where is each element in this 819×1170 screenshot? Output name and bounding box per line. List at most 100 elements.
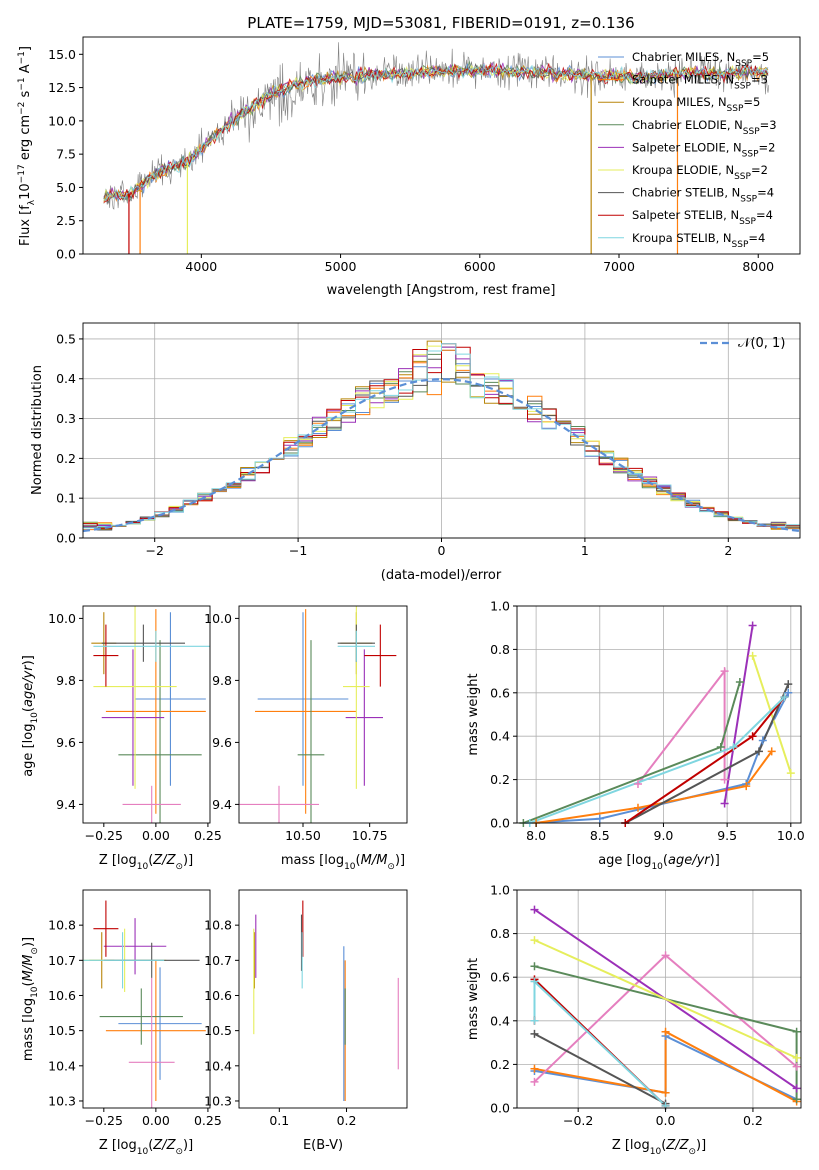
label-part: λ — [27, 199, 37, 205]
label-part: 10 — [30, 712, 40, 724]
weight-marker — [748, 732, 757, 741]
label-part: )] — [21, 937, 36, 947]
label-part: 10 — [650, 1147, 662, 1157]
y-tick-label: 0.0 — [490, 816, 510, 831]
weight-marker — [786, 769, 795, 778]
weight_vs_age-axes — [517, 605, 801, 824]
x-tick-label: 4000 — [185, 259, 217, 274]
weight-series-line — [534, 1030, 798, 1103]
weight-marker — [735, 677, 744, 686]
age_vs_mass-plot — [239, 606, 397, 823]
x-axis-label: Z [log10(Z/Z⊙)] — [99, 1138, 193, 1157]
y-tick-label: 0.2 — [490, 772, 510, 787]
label-part: 10 — [30, 986, 40, 998]
weight-marker — [792, 1053, 801, 1062]
weight-marker — [754, 747, 763, 756]
y-tick-label: 10.0 — [48, 113, 76, 128]
x-tick-label: 0.0 — [656, 1113, 676, 1128]
label-part: M/M — [361, 853, 388, 868]
label-part: =4 — [756, 208, 773, 222]
weight-marker — [792, 1027, 801, 1036]
weight-marker — [720, 775, 729, 784]
y-tick-label: 0.2 — [490, 1057, 510, 1072]
x-tick-label: −0.25 — [85, 828, 123, 843]
legend-entry: Salpeter STELIB, NSSP=4 — [632, 208, 773, 227]
weight-marker — [720, 799, 729, 808]
label-part: ⊙ — [175, 1147, 183, 1157]
model-spectrum-line — [103, 63, 769, 205]
weight-series-line — [535, 750, 773, 823]
y-tick-label: 10.0 — [48, 611, 76, 626]
label-part: )] — [710, 853, 720, 868]
weight_vs_age-plot — [523, 625, 792, 823]
y-tick-label: 0.3 — [56, 411, 76, 426]
x-tick-label: −0.2 — [563, 1113, 593, 1128]
label-part: s — [18, 90, 33, 101]
weight-marker — [530, 905, 539, 914]
x-tick-label: 9.0 — [654, 828, 674, 843]
y-tick-label: 0.8 — [490, 642, 510, 657]
label-part: −2 — [17, 102, 27, 115]
x-tick-label: 8.0 — [526, 828, 546, 843]
weight-marker — [792, 1062, 801, 1071]
weight-marker — [716, 743, 725, 752]
x-axis-label: Z [log10(Z/Z⊙)] — [612, 1138, 706, 1157]
x-axis-label: (data-model)/error — [381, 568, 502, 583]
weight-marker — [595, 814, 604, 823]
x-tick-label: 0.1 — [269, 1113, 289, 1128]
label-part: =3 — [760, 118, 777, 132]
label-part: ( — [356, 853, 361, 868]
label-part: Flux [f — [18, 205, 33, 246]
label-part: ⊙ — [387, 862, 395, 872]
y-tick-label: 0.0 — [56, 247, 76, 262]
weight-series-line — [751, 655, 792, 774]
y-tick-label: 10.4 — [48, 1058, 76, 1073]
label-part: Z [log — [99, 1138, 137, 1153]
y-tick-label: 0.2 — [56, 451, 76, 466]
y-tick-label: 0.4 — [56, 371, 76, 386]
label-part: Salpeter ELODIE, N — [632, 140, 742, 154]
y-tick-label: 9.8 — [212, 673, 232, 688]
label-part: SSP — [734, 82, 751, 92]
weight-marker — [530, 936, 539, 945]
weight-marker — [748, 621, 757, 630]
weight-marker — [758, 736, 767, 745]
y-axis-label: age [log10(age/yr)] — [21, 655, 40, 777]
label-part: erg cm — [18, 115, 33, 164]
y-axis-label: mass weight — [466, 958, 481, 1040]
label-part: Z/Z — [665, 1138, 689, 1153]
label-part: age/yr — [21, 664, 36, 707]
x-tick-label: 5000 — [325, 259, 357, 274]
y-axis-label: mass [log10(M/M⊙)] — [21, 937, 40, 1061]
x-axis-label: Z [log10(Z/Z⊙)] — [99, 853, 193, 872]
y-tick-label: 10.6 — [48, 988, 76, 1003]
label-part: =4 — [757, 186, 774, 200]
weight-marker — [784, 688, 793, 697]
age_vs_Z-plot — [91, 606, 210, 823]
weight-marker — [792, 1095, 801, 1104]
residuals-plot — [83, 340, 800, 533]
label-part: ] — [18, 46, 33, 51]
spectrum-frame — [82, 36, 801, 255]
label-part: SSP — [739, 217, 756, 227]
weight-marker — [530, 977, 539, 986]
mass_vs_Z-frame — [82, 889, 211, 1109]
y-axis-label: mass weight — [466, 673, 481, 755]
x-tick-label: 2 — [724, 543, 732, 558]
weight-series-line — [723, 625, 754, 804]
y-tick-label: 10.4 — [204, 1058, 232, 1073]
spectrum-plot — [103, 42, 770, 254]
label-part: SSP — [732, 240, 749, 250]
x-tick-label: 10.75 — [352, 828, 388, 843]
age_vs_Z-frame — [82, 605, 211, 824]
x-tick-label: −0.25 — [85, 1113, 123, 1128]
label-part: Z/Z — [152, 1138, 176, 1153]
weight-series-line — [523, 681, 741, 823]
legend-entry: Salpeter MILES, NSSP=3 — [632, 73, 768, 92]
label-part: Kroupa MILES, N — [632, 95, 727, 109]
y-tick-label: 10.5 — [48, 1023, 76, 1038]
y-axis-label: Flux [fλ10−17 erg cm−2 s−1 A−1] — [17, 46, 37, 246]
weight-marker — [792, 1084, 801, 1093]
y-tick-label: 0.6 — [490, 970, 510, 985]
